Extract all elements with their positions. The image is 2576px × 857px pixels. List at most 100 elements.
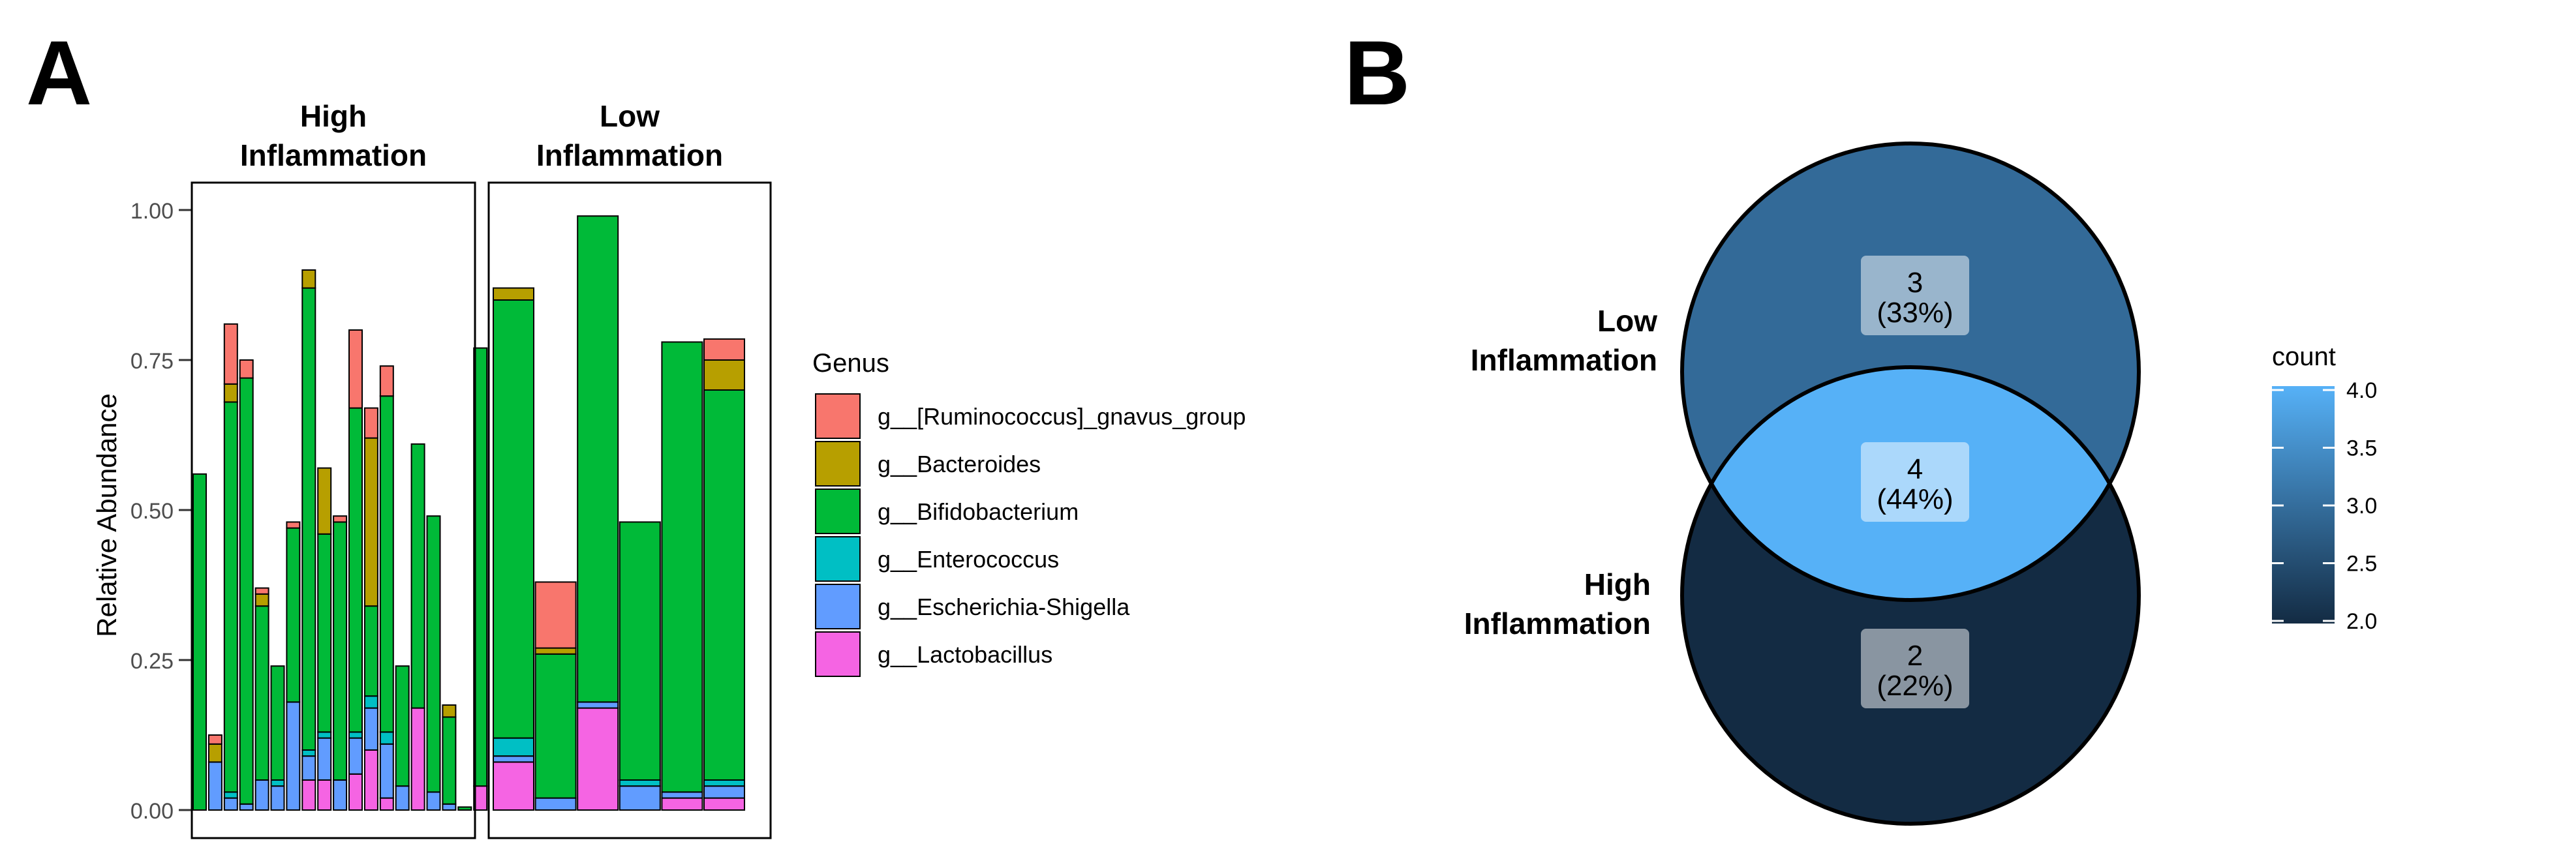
bar-segment <box>348 407 363 733</box>
bar-segment <box>493 299 534 739</box>
bar-segment <box>192 473 207 811</box>
bar-segment <box>379 731 394 745</box>
bar-segment <box>703 797 745 811</box>
bar-segment <box>223 323 238 385</box>
bar-segment <box>270 779 285 787</box>
bar-segment <box>317 533 332 733</box>
y-tick-label: 0.00 <box>130 799 174 824</box>
bar-segment <box>223 797 238 811</box>
venn-label-high-only: 2 (22%) <box>1861 629 1969 708</box>
bar-segment <box>333 521 348 781</box>
venn-pct-high-only: (22%) <box>1877 670 1953 702</box>
bar-segment <box>410 443 425 709</box>
bar-segment <box>301 755 316 781</box>
bar-segment <box>379 365 394 397</box>
bar-segment <box>577 701 619 709</box>
legend-label: g__Bacteroides <box>878 451 1041 477</box>
facet-frames <box>191 181 772 839</box>
legend-key <box>815 393 861 439</box>
bar-segment <box>619 779 661 787</box>
bar-segment <box>286 701 301 811</box>
bar-segment <box>473 347 488 787</box>
bar-segment <box>661 341 703 793</box>
bar-segment <box>577 215 619 703</box>
bar-segment <box>239 377 254 805</box>
bar-segment <box>363 749 378 811</box>
bar-segment <box>254 587 269 595</box>
venn-circle-low-outline <box>1680 142 2141 602</box>
colorbar-tick-label: 3.0 <box>2346 494 2377 519</box>
bar-segment <box>254 605 269 781</box>
legend-key <box>815 536 861 582</box>
legend-label: g__Enterococcus <box>878 546 1059 573</box>
bar-segment <box>317 731 332 739</box>
bar-segment <box>239 803 254 811</box>
facet-panel-border <box>487 181 772 839</box>
bar-segment <box>534 797 577 811</box>
y-axis-title: Relative Abundance <box>91 393 122 637</box>
bar-segment <box>348 329 363 409</box>
bar-segment <box>207 734 222 745</box>
bar-segment <box>363 407 378 439</box>
bar-segment <box>301 287 316 751</box>
venn-pct-low-only: (33%) <box>1877 297 1953 329</box>
colorbar-tick-label: 3.5 <box>2346 436 2377 461</box>
facet-title: High <box>300 99 367 133</box>
bar-segment <box>270 665 285 781</box>
bar-segment <box>223 383 238 403</box>
bar-segment <box>493 287 534 301</box>
legend-key <box>815 441 861 487</box>
bar-segment <box>301 269 316 289</box>
bar-segment <box>661 791 703 799</box>
bar-segment <box>703 779 745 787</box>
bar-segment <box>442 716 457 805</box>
legend-key <box>815 584 861 629</box>
bar-segment <box>577 707 619 811</box>
y-tick-label: 0.25 <box>130 649 174 674</box>
bar-segment <box>317 467 332 535</box>
genus-legend: Genus g__[Ruminococcus]_gnavus_group g__B… <box>812 349 1246 677</box>
set-label-high-line2: Inflammation <box>1464 607 1651 640</box>
count-legend-ticks: 2.0 2.5 3.0 3.5 4.0 <box>2272 378 2377 634</box>
colorbar-tick-label: 2.0 <box>2346 609 2377 634</box>
bar-segment <box>207 743 222 763</box>
bar-segment <box>254 593 269 607</box>
bar-segment <box>534 581 577 649</box>
legend-key <box>815 631 861 677</box>
venn-label-low-only: 3 (33%) <box>1861 256 1969 335</box>
set-label-low-line2: Inflammation <box>1471 343 1657 377</box>
venn-circle-high-outline <box>1680 365 2141 826</box>
count-legend: count 2.0 2.5 3.0 3.5 4.0 <box>2272 342 2377 634</box>
bar-segment <box>379 743 394 799</box>
y-tick-label: 0.75 <box>130 349 174 374</box>
bar-segment <box>619 785 661 811</box>
bar-segment <box>379 395 394 733</box>
venn-label-intersection: 4 (44%) <box>1861 442 1969 522</box>
bar-segment <box>619 521 661 781</box>
bar-segment <box>348 731 363 739</box>
legend-title: Genus <box>812 349 889 378</box>
legend-label: g__[Ruminococcus]_gnavus_group <box>878 403 1246 430</box>
set-label-low-line1: Low <box>1597 304 1657 338</box>
bar-segment <box>301 749 316 757</box>
bar-segment <box>493 755 534 763</box>
bar-segment <box>534 647 577 655</box>
bar-segment <box>317 779 332 811</box>
y-tick-label: 1.00 <box>130 199 174 224</box>
bar-segment <box>363 437 378 607</box>
facet-title: Low <box>600 99 660 133</box>
legend-label: g__Lactobacillus <box>878 641 1052 668</box>
bar-segment <box>363 695 378 709</box>
bar-segment <box>379 797 394 811</box>
venn-pct-intersection: (44%) <box>1877 483 1953 515</box>
venn-count-intersection: 4 <box>1907 453 1923 485</box>
bar-segment <box>703 359 745 391</box>
facet-titles: High Inflammation Low Inflammation <box>240 99 723 172</box>
bar-series <box>192 215 745 811</box>
legend-key <box>815 489 861 534</box>
bar-segment <box>395 785 410 811</box>
bar-segment <box>317 737 332 781</box>
bar-segment <box>333 515 348 523</box>
bar-segment <box>363 605 378 697</box>
